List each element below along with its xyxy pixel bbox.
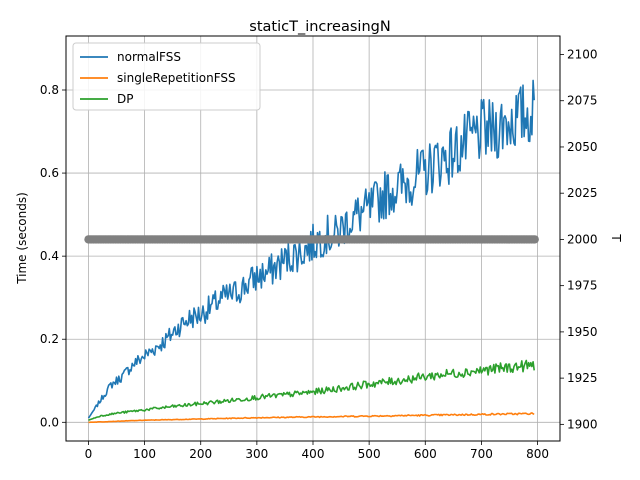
x-tick-label: 400	[302, 447, 325, 461]
y2-tick-label: 2100	[567, 47, 598, 61]
legend-label-DP: DP	[117, 92, 133, 106]
series-line-normalFSS	[87, 79, 535, 419]
y2-tick-label: 2000	[567, 232, 598, 246]
y-tick-label: 0.0	[40, 415, 59, 429]
y2-tick-label: 1925	[567, 371, 598, 385]
x-tick-label: 700	[470, 447, 493, 461]
x-tick-label: 600	[414, 447, 437, 461]
x-axis: 0 100 200 300 400 500 600 700 800	[85, 441, 549, 461]
y-tick-label: 0.4	[40, 249, 59, 263]
x-tick-label: 800	[526, 447, 549, 461]
y-axis-left: 0.0 0.2 0.4 0.6 0.8	[40, 83, 66, 429]
legend: normalFSS singleRepetitionFSS DP	[72, 42, 261, 111]
legend-label-singleRepetitionFSS: singleRepetitionFSS	[117, 71, 236, 85]
x-tick-label: 500	[358, 447, 381, 461]
y2-tick-label: 1900	[567, 417, 598, 431]
y2-tick-label: 2025	[567, 186, 598, 200]
y-tick-label: 0.6	[40, 166, 59, 180]
y2-tick-label: 1975	[567, 279, 598, 293]
legend-box	[72, 42, 261, 111]
series-line-DP	[88, 359, 535, 421]
x-tick-label: 100	[133, 447, 156, 461]
y2-tick-label: 2050	[567, 140, 598, 154]
x-tick-label: 0	[85, 447, 93, 461]
y-tick-label: 0.2	[40, 332, 59, 346]
y-axis-right: 1900 1925 1950 1975 2000 2025 2050 2075 2100	[560, 47, 598, 431]
x-tick-label: 300	[245, 447, 268, 461]
plot-marks	[84, 79, 539, 424]
y2-tick-label: 1950	[567, 325, 598, 339]
y-axis-label: Time (seconds)	[15, 192, 29, 285]
y-tick-label: 0.8	[40, 83, 59, 97]
y2-axis-label: T	[609, 233, 623, 242]
y2-tick-label: 2075	[567, 94, 598, 108]
legend-label-normalFSS: normalFSS	[117, 50, 181, 64]
series-line-singleRepetitionFSS	[88, 412, 535, 424]
chart-title: staticT_increasingN	[249, 19, 390, 35]
x-tick-label: 200	[189, 447, 212, 461]
scatter-point-T	[530, 235, 539, 244]
